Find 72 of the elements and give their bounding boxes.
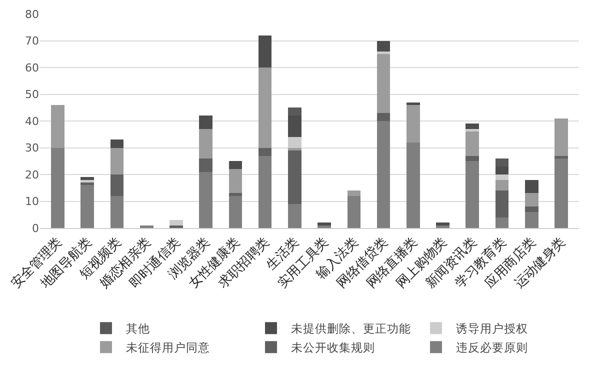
bar xyxy=(199,172,213,228)
bar xyxy=(495,174,509,180)
bar xyxy=(376,121,390,228)
bar xyxy=(258,35,272,68)
y-tick-label: 80 xyxy=(25,8,39,21)
bar xyxy=(170,225,183,228)
bar xyxy=(347,196,361,228)
bar xyxy=(258,148,272,156)
bar xyxy=(436,225,450,228)
bar xyxy=(406,104,420,142)
bar xyxy=(466,161,480,228)
bar xyxy=(170,220,183,226)
bar xyxy=(495,190,509,218)
legend-label: 未征得用户同意 xyxy=(126,340,210,355)
bar xyxy=(466,129,480,132)
bar xyxy=(258,68,272,148)
bar xyxy=(376,40,390,52)
bar xyxy=(524,212,538,228)
bar xyxy=(554,158,568,228)
bar xyxy=(466,124,480,130)
bar xyxy=(524,206,538,212)
bar xyxy=(80,182,94,186)
bar xyxy=(554,118,568,156)
legend-label: 未提供删除、更正功能 xyxy=(291,322,411,336)
bar xyxy=(258,156,272,228)
y-tick-label: 70 xyxy=(25,34,39,48)
bar xyxy=(80,180,94,183)
bar xyxy=(288,204,302,228)
bar xyxy=(199,116,213,130)
y-tick-label: 60 xyxy=(25,61,39,74)
bar xyxy=(376,112,390,121)
y-tick-label: 50 xyxy=(25,88,39,102)
bar xyxy=(406,142,420,228)
bar xyxy=(376,51,390,54)
bar xyxy=(228,161,242,170)
bar xyxy=(495,217,509,228)
bar xyxy=(228,169,242,194)
bar xyxy=(524,193,538,207)
bar xyxy=(466,156,480,162)
y-tick-label: 10 xyxy=(25,195,39,208)
bar xyxy=(228,196,242,228)
bar xyxy=(80,185,94,228)
bar xyxy=(288,150,302,204)
bar xyxy=(318,222,331,226)
y-tick-label: 20 xyxy=(25,168,39,182)
bar xyxy=(51,148,64,228)
bar xyxy=(495,180,509,191)
legend-label: 其他 xyxy=(126,322,150,336)
bar xyxy=(318,225,331,228)
bar xyxy=(466,132,480,156)
bar xyxy=(199,158,213,172)
bar xyxy=(347,190,361,196)
bar xyxy=(288,148,302,150)
bar xyxy=(110,196,124,228)
bar xyxy=(406,102,420,105)
legend-label: 未公开收集规则 xyxy=(291,340,375,355)
y-tick-label: 0 xyxy=(32,222,39,235)
bar xyxy=(524,180,538,194)
y-tick-label: 30 xyxy=(25,142,39,155)
bar xyxy=(110,174,124,196)
legend-label: 违反必要原则 xyxy=(456,340,528,355)
bar xyxy=(110,140,124,148)
bar xyxy=(110,148,124,174)
bar xyxy=(436,222,450,226)
bar xyxy=(51,104,64,148)
y-tick-label: 40 xyxy=(25,114,39,128)
bar xyxy=(199,129,213,158)
bar xyxy=(376,54,390,113)
bar xyxy=(140,225,154,228)
legend-label: 诱导用户授权 xyxy=(456,322,528,336)
bar xyxy=(288,137,302,148)
bar xyxy=(80,177,94,180)
